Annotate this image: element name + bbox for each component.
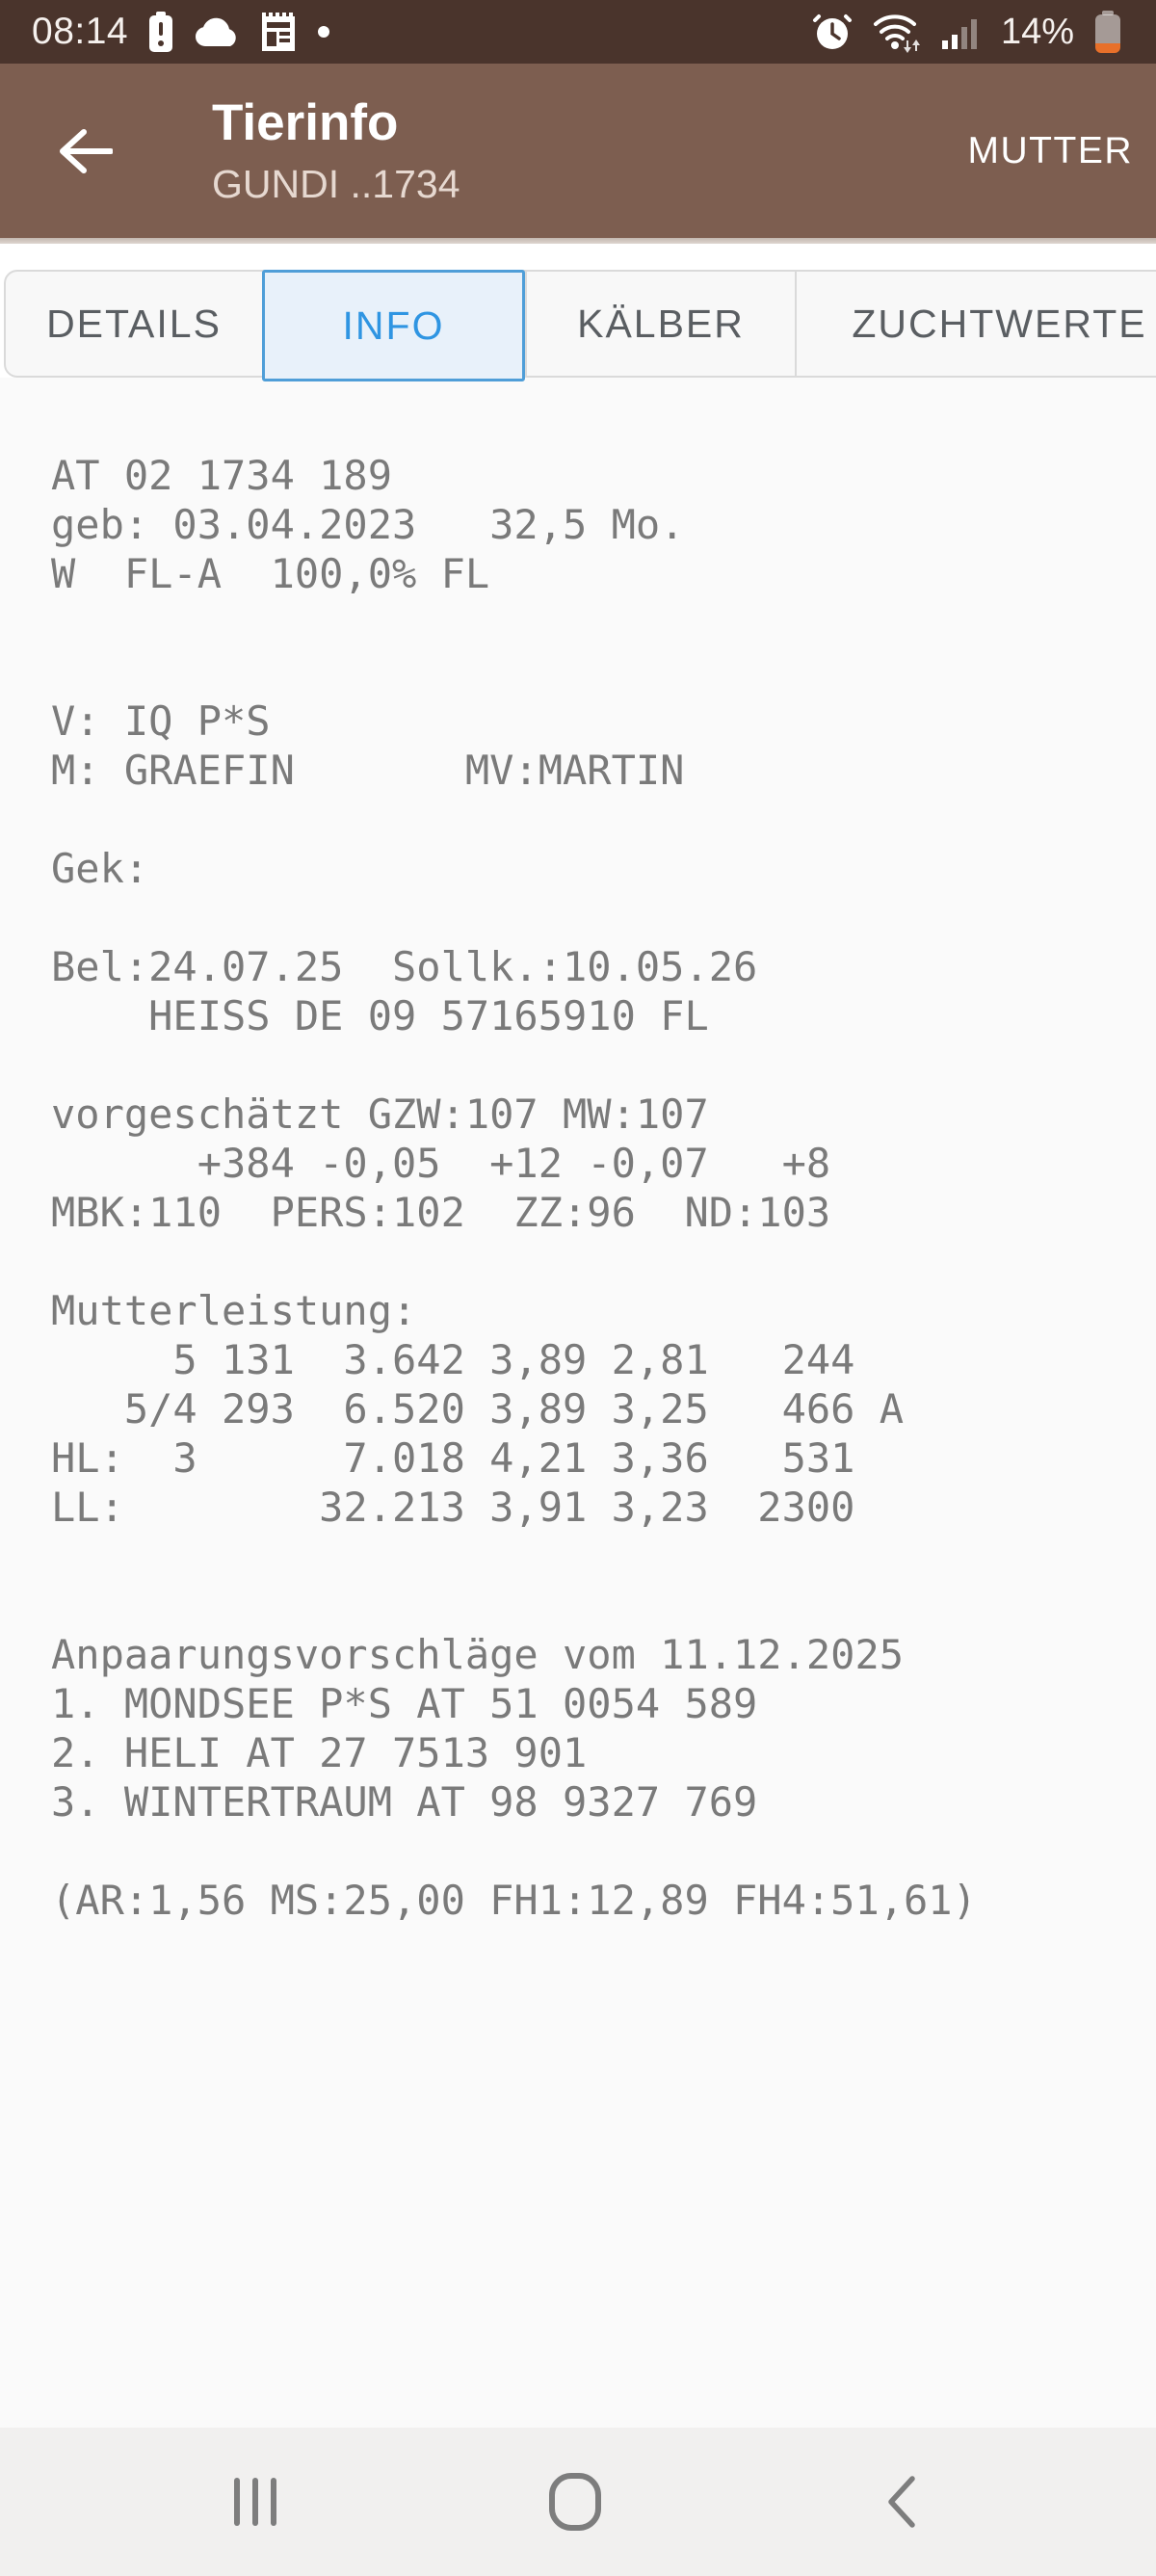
back-icon bbox=[888, 2476, 915, 2528]
battery-percent: 14% bbox=[1000, 11, 1074, 52]
notification-dot bbox=[318, 26, 330, 38]
battery-alert-icon bbox=[149, 12, 173, 52]
nav-back-button[interactable] bbox=[843, 2444, 959, 2560]
alarm-icon bbox=[812, 14, 852, 49]
page-title: Tierinfo bbox=[212, 93, 399, 151]
battery-icon bbox=[1095, 11, 1120, 53]
header-gap bbox=[0, 244, 1156, 270]
home-button[interactable] bbox=[517, 2444, 633, 2560]
tab-zuchtwerte[interactable]: ZUCHTWERTE bbox=[795, 272, 1156, 376]
recents-icon bbox=[234, 2478, 276, 2526]
tab-strip: DETAILS INFO KÄLBER ZUCHTWERTE bbox=[4, 270, 1156, 381]
agenda-icon bbox=[262, 13, 296, 51]
header-shadow bbox=[0, 238, 1156, 244]
wifi-icon bbox=[873, 14, 920, 53]
app-header: Tierinfo GUNDI ..1734 MUTTER bbox=[0, 64, 1156, 238]
animal-info-text: AT 02 1734 189 geb: 03.04.2023 32,5 Mo. … bbox=[51, 452, 977, 1924]
android-nav-bar bbox=[0, 2428, 1156, 2576]
tab-details[interactable]: DETAILS bbox=[46, 301, 222, 346]
status-bar: 08:14 bbox=[0, 0, 1156, 64]
signal-icon bbox=[941, 19, 977, 49]
animal-info-panel[interactable]: AT 02 1734 189 geb: 03.04.2023 32,5 Mo. … bbox=[0, 378, 1156, 2428]
back-button[interactable] bbox=[58, 122, 114, 180]
cloud-icon bbox=[196, 17, 236, 47]
arrow-left-icon bbox=[60, 128, 113, 173]
tab-kaelber[interactable]: KÄLBER bbox=[525, 272, 795, 376]
tab-info[interactable]: INFO bbox=[262, 270, 525, 381]
home-icon bbox=[549, 2473, 601, 2531]
tab-bar: DETAILS INFO KÄLBER ZUCHTWERTE bbox=[0, 270, 1156, 381]
recents-button[interactable] bbox=[197, 2444, 313, 2560]
page-subtitle: GUNDI ..1734 bbox=[212, 161, 460, 206]
mutter-button[interactable]: MUTTER bbox=[967, 129, 1133, 171]
status-time: 08:14 bbox=[32, 11, 129, 52]
